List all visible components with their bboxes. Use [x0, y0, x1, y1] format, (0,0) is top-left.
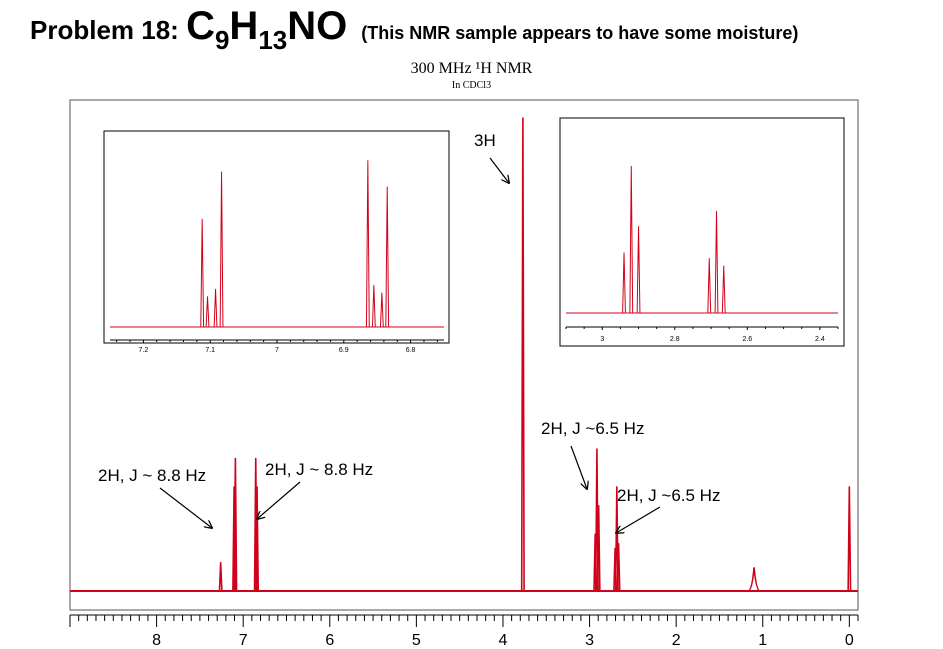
axis-tick-label: 4	[499, 632, 508, 649]
spectrum-peak	[520, 117, 525, 592]
peak-annotation-label: 2H, J ~ 8.8 Hz	[265, 460, 373, 479]
spectrum-peak	[205, 296, 210, 328]
spectrum-peak	[747, 567, 761, 592]
spectrum-peak	[218, 561, 223, 592]
formula-subscript-13: 13	[258, 25, 288, 55]
formula-element-c: C	[186, 4, 215, 48]
spectrum-peak	[629, 165, 634, 314]
peak-annotation-label: 3H	[474, 131, 496, 150]
formula-element-h: H	[229, 4, 259, 48]
spectrum-peak	[636, 226, 641, 314]
spectrum-peak	[616, 542, 621, 592]
axis-tick-label: 1	[758, 632, 767, 649]
axis-tick-label: 6.8	[406, 347, 416, 354]
axis-tick-label: 0	[845, 632, 854, 649]
spectrum-peak	[233, 457, 238, 592]
axis-tick-label: 2	[672, 632, 681, 649]
axis-tick-label: 7.2	[139, 347, 149, 354]
annotation-layer: 3H 2H, J ~ 8.8 Hz 2H, J ~ 8.8 Hz 2H, J ~6.5…	[98, 131, 720, 533]
spectrum-peak	[385, 186, 390, 328]
axis-tick-label: 7.1	[205, 347, 215, 354]
solvent-label: In CDCl3	[451, 80, 492, 91]
inset-aliphatic-layer: 3 2.8 2.6 2.4	[565, 165, 839, 343]
spectrum-peak	[596, 505, 601, 592]
spectrum-peak	[622, 252, 626, 314]
axis-tick-label: 5	[412, 632, 421, 649]
formula-element-no: NO	[287, 4, 348, 48]
spectrum-peak	[371, 284, 376, 328]
peak-annotation-label: 2H, J ~6.5 Hz	[617, 486, 720, 505]
main-spectrum-layer	[70, 117, 858, 592]
axis-tick-label: 3	[600, 336, 604, 343]
spectrum-peak	[714, 210, 719, 314]
spectrum-peak	[200, 218, 205, 328]
spectrum-subtitle: 300 MHz ¹H NMR	[410, 60, 533, 77]
axis-tick-label: 3	[585, 632, 594, 649]
spectrum-peak	[213, 288, 218, 328]
spectrum-peak	[847, 486, 852, 592]
title-note: (This NMR sample appears to have some mo…	[361, 23, 799, 43]
spectrum-peak	[219, 171, 224, 328]
spectrum-peak	[707, 257, 712, 314]
axis-tick-label: 2.6	[742, 336, 752, 343]
axis-tick-label: 7	[239, 632, 248, 649]
axis-tick-label: 2.8	[670, 336, 680, 343]
inset-aliphatic-frame	[559, 117, 845, 347]
annotation-arrow	[616, 506, 661, 533]
plot-frame	[69, 99, 859, 611]
page-title: Problem 18: C9H13NO (This NMR sample appe…	[30, 4, 798, 60]
peak-annotation-label: 2H, J ~6.5 Hz	[541, 419, 644, 438]
peak-annotation-label: 2H, J ~ 8.8 Hz	[98, 466, 206, 485]
axis-tick-label: 2.4	[815, 336, 825, 343]
main-x-axis: 8 7 6 5 4 3 2 1 0	[69, 614, 859, 649]
axis-tick-label: 7	[275, 347, 279, 354]
spectrum-peak	[721, 265, 726, 314]
spectrum-peak	[365, 160, 370, 328]
spectrum-peak	[255, 486, 260, 592]
annotation-arrow	[489, 157, 509, 183]
inset-aromatic-layer: 7.2 7.1 7 6.9 6.8	[110, 160, 444, 354]
annotation-arrow	[159, 487, 212, 528]
axis-tick-label: 6	[325, 632, 334, 649]
axis-tick-label: 6.9	[339, 347, 349, 354]
axis-tick-label: 8	[152, 632, 161, 649]
spectrum-peak	[379, 292, 384, 328]
inset-aromatic-frame	[103, 130, 450, 344]
annotation-arrow	[257, 481, 301, 519]
title-prefix: Problem 18:	[30, 15, 187, 45]
formula-subscript-9: 9	[214, 25, 230, 55]
annotation-arrow	[570, 445, 587, 489]
